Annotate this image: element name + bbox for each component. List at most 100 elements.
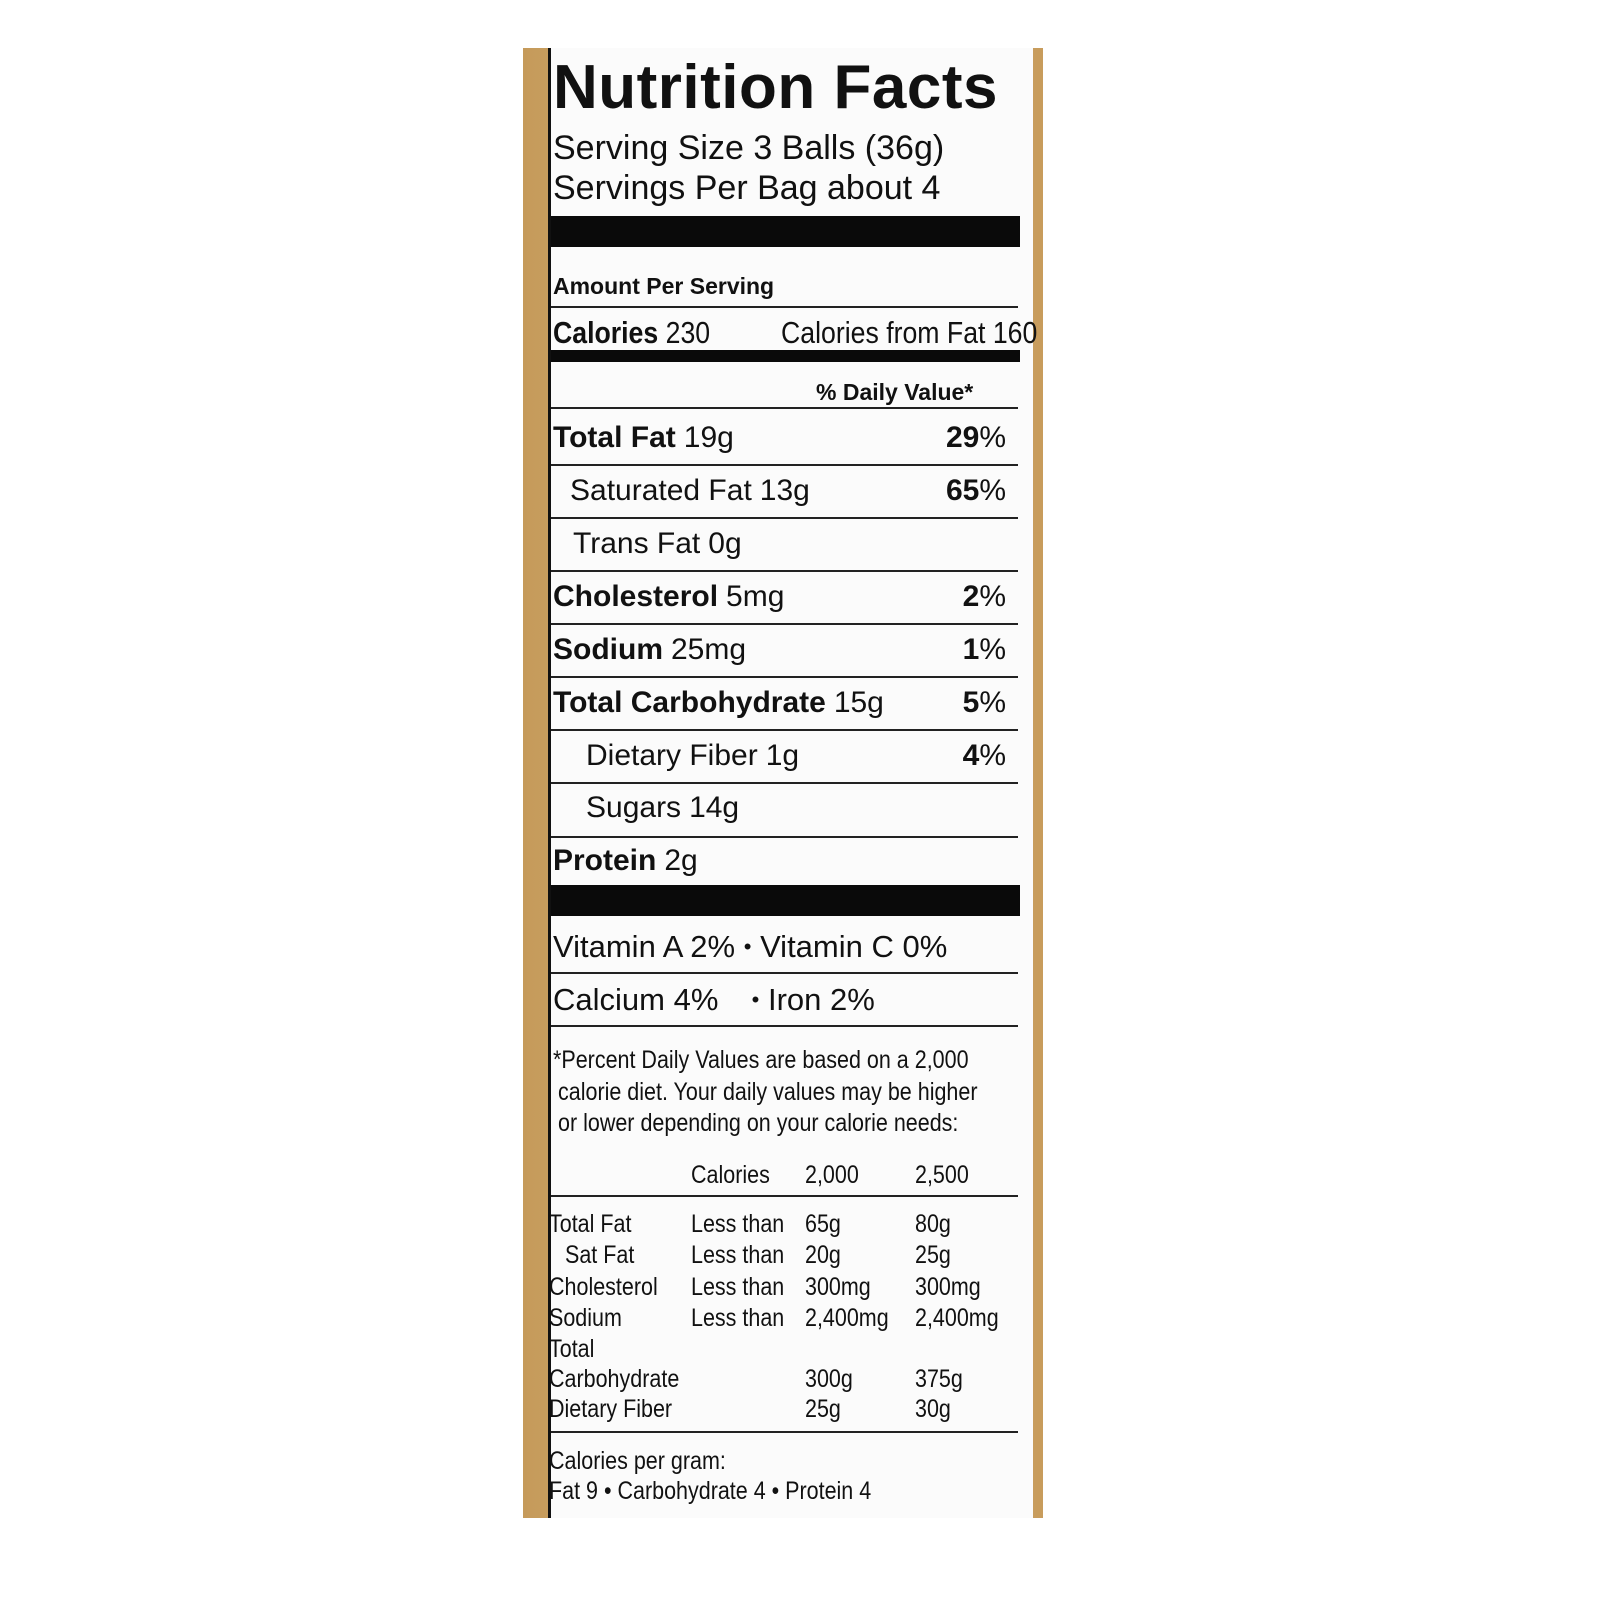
calories-value: 230 bbox=[665, 315, 711, 350]
nutrient-name: Total Carbohydrate bbox=[553, 686, 826, 719]
nutrient-row: Saturated Fat 13g 65% bbox=[553, 474, 1006, 508]
nutrient-amount: 25mg bbox=[671, 633, 747, 666]
dv-table-cell: 375g bbox=[915, 1365, 963, 1393]
daily-value-header: % Daily Value* bbox=[816, 379, 974, 405]
divider bbox=[551, 623, 1018, 625]
dv-table-cell: 2,400mg bbox=[915, 1304, 999, 1332]
nutrient-amount: 14g bbox=[689, 791, 740, 824]
dv-number: 1 bbox=[962, 633, 980, 666]
nutrient-amount: 13g bbox=[759, 474, 810, 507]
percent-sign: % bbox=[979, 580, 1006, 613]
dv-table-cell: 20g bbox=[805, 1241, 841, 1269]
serving-size: Serving Size 3 Balls (36g) bbox=[553, 129, 945, 167]
nutrient-name: Total Fat bbox=[553, 421, 676, 454]
footnote-line: calorie diet. Your daily values may be h… bbox=[558, 1078, 978, 1106]
nutrient-label: Protein 2g bbox=[553, 844, 698, 878]
nutrient-name: Saturated Fat bbox=[570, 474, 752, 507]
dv-table-cell: 30g bbox=[915, 1395, 951, 1423]
dv-table-cell: Sat Fat bbox=[565, 1241, 635, 1269]
footnote-line: *Percent Daily Values are based on a 2,0… bbox=[553, 1046, 969, 1074]
nutrient-amount: 5mg bbox=[726, 580, 785, 613]
percent-sign: % bbox=[979, 421, 1006, 454]
nutrient-label: Saturated Fat 13g bbox=[570, 474, 810, 508]
percent-sign: % bbox=[979, 474, 1006, 507]
thick-divider bbox=[551, 216, 1020, 247]
nutrient-daily-value: 1% bbox=[963, 633, 1006, 667]
nutrient-label: Total Fat 19g bbox=[553, 421, 734, 455]
nutrient-daily-value: 29% bbox=[946, 421, 1006, 455]
vitamin-c: Vitamin C 0% bbox=[760, 929, 948, 964]
divider bbox=[551, 972, 1018, 974]
dv-table-header: 2,500 bbox=[915, 1161, 969, 1189]
dv-table-cell: Less than bbox=[691, 1210, 785, 1238]
dv-number: 2 bbox=[962, 580, 980, 613]
divider bbox=[551, 517, 1018, 519]
dv-table-cell: Cholesterol bbox=[549, 1273, 658, 1301]
nutrient-amount: 0g bbox=[708, 527, 742, 560]
nutrient-daily-value: 2% bbox=[963, 580, 1006, 614]
dv-table-cell: 65g bbox=[805, 1210, 841, 1238]
calories-per-gram-label: Calories per gram: bbox=[549, 1447, 726, 1475]
bullet: • bbox=[751, 987, 760, 1012]
calories-row: Calories 230 bbox=[553, 315, 710, 351]
thick-divider bbox=[551, 885, 1020, 916]
nutrient-daily-value: 65% bbox=[946, 474, 1006, 508]
dv-table-cell: Dietary Fiber bbox=[549, 1395, 673, 1423]
medium-divider bbox=[551, 350, 1020, 362]
nutrient-name: Dietary Fiber bbox=[586, 739, 758, 772]
percent-sign: % bbox=[979, 633, 1006, 666]
nutrient-daily-value: 5% bbox=[963, 686, 1006, 720]
percent-sign: % bbox=[979, 739, 1006, 772]
dv-table-cell: 80g bbox=[915, 1210, 951, 1238]
nutrient-name: Sodium bbox=[553, 633, 663, 666]
bullet: • bbox=[743, 934, 752, 959]
nutrient-name: Sugars bbox=[586, 791, 682, 824]
calories-from-fat: Calories from Fat 160 bbox=[781, 315, 1038, 350]
dv-table-cell: 300mg bbox=[915, 1273, 981, 1301]
nutrient-row: Dietary Fiber 1g 4% bbox=[553, 739, 1006, 773]
divider bbox=[551, 464, 1018, 466]
nutrient-amount: 1g bbox=[765, 739, 800, 772]
dv-number: 4 bbox=[962, 739, 980, 772]
divider bbox=[551, 836, 1018, 838]
dv-number: 5 bbox=[962, 686, 980, 719]
footnote-line: or lower depending on your calorie needs… bbox=[558, 1109, 959, 1137]
dv-table-cell: 25g bbox=[915, 1241, 951, 1269]
nutrient-row: Total Fat 19g 29% bbox=[553, 421, 1006, 455]
nutrient-name: Cholesterol bbox=[553, 580, 719, 613]
dv-table-cell: Carbohydrate bbox=[549, 1365, 680, 1393]
nutrient-amount: 15g bbox=[833, 686, 884, 719]
nutrient-amount: 2g bbox=[664, 844, 698, 877]
dv-table-header: Calories bbox=[691, 1161, 770, 1189]
nutrient-row: Cholesterol 5mg 2% bbox=[553, 580, 1006, 614]
dv-table-cell: 25g bbox=[805, 1395, 841, 1423]
vitamin-a: Vitamin A 2% bbox=[553, 929, 736, 964]
vitamins-row-2: Calcium 4% • Iron 2% bbox=[553, 982, 875, 1018]
iron: Iron 2% bbox=[767, 982, 875, 1017]
nutrient-label: Total Carbohydrate 15g bbox=[553, 686, 884, 720]
divider bbox=[551, 407, 1018, 409]
dv-table-header: 2,000 bbox=[805, 1161, 859, 1189]
calcium: Calcium 4% bbox=[553, 982, 719, 1017]
nutrient-name: Trans Fat bbox=[573, 527, 701, 560]
nutrient-row: Sodium 25mg 1% bbox=[553, 633, 1006, 667]
calories-label: Calories bbox=[553, 315, 659, 350]
divider bbox=[551, 1025, 1018, 1027]
nutrient-daily-value: 4% bbox=[963, 739, 1006, 773]
vitamins-row-1: Vitamin A 2% • Vitamin C 0% bbox=[553, 929, 947, 965]
nutrient-label: Cholesterol 5mg bbox=[553, 580, 784, 614]
servings-per-container: Servings Per Bag about 4 bbox=[553, 169, 941, 207]
divider bbox=[551, 729, 1018, 731]
nutrient-label: Trans Fat 0g bbox=[573, 527, 742, 561]
amount-per-serving: Amount Per Serving bbox=[553, 273, 775, 299]
dv-table-cell: 2,400mg bbox=[805, 1304, 889, 1332]
percent-sign: % bbox=[979, 686, 1006, 719]
dv-table-cell: Less than bbox=[691, 1241, 785, 1269]
nutrient-row: Protein 2g bbox=[553, 844, 1006, 878]
nutrient-label: Dietary Fiber 1g bbox=[586, 739, 799, 773]
divider bbox=[551, 570, 1018, 572]
nutrient-row: Total Carbohydrate 15g 5% bbox=[553, 686, 1006, 720]
dv-number: 65 bbox=[945, 474, 980, 507]
divider bbox=[551, 306, 1018, 308]
nutrient-row: Sugars 14g bbox=[553, 791, 1006, 825]
